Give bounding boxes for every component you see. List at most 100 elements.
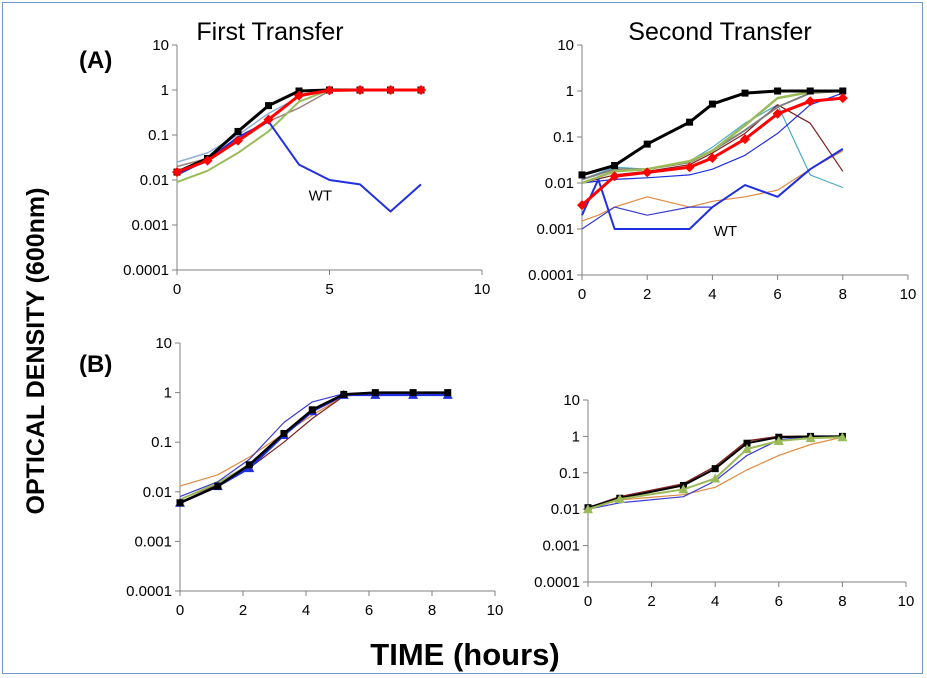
y-tick-label: 0.001: [542, 538, 580, 555]
x-tick-label: 8: [839, 286, 847, 303]
chart-title: Second Transfer: [628, 18, 811, 46]
y-tick-label: 10: [563, 392, 580, 409]
y-tick-label: 10: [152, 37, 169, 54]
x-tick-label: 10: [900, 286, 917, 303]
y-tick-label: 10: [155, 335, 172, 352]
data-point: [614, 494, 625, 504]
data-point: [711, 465, 719, 473]
y-tick-label: 0.0001: [528, 267, 574, 284]
data-point: [233, 135, 243, 146]
data-point: [774, 87, 782, 95]
y-tick-label: 0.001: [131, 217, 169, 234]
series-4: [581, 92, 844, 184]
x-tick-label: 6: [775, 593, 783, 610]
data-point: [176, 499, 184, 507]
series-8: [578, 87, 847, 179]
data-point: [773, 435, 784, 445]
data-point: [743, 439, 751, 447]
series-line: [581, 89, 843, 185]
data-point: [245, 461, 253, 469]
data-point: [805, 433, 816, 443]
x-tick-label: 0: [173, 281, 181, 298]
data-point: [805, 96, 816, 107]
x-tick-label: 8: [428, 602, 436, 619]
series-2: [176, 89, 421, 184]
annotation-label: WT: [309, 188, 332, 205]
data-point: [385, 85, 396, 95]
data-point: [742, 444, 752, 454]
data-point: [308, 406, 316, 414]
x-tick-label: 0: [578, 286, 586, 303]
data-point: [686, 118, 694, 126]
data-point: [214, 482, 222, 490]
x-tick-label: 0: [176, 602, 184, 619]
series-line: [581, 148, 844, 230]
data-point: [265, 102, 272, 110]
data-point: [340, 390, 348, 398]
data-point: [371, 389, 379, 397]
data-point: [837, 432, 848, 442]
chart-B-first: 0.0001 0.001 0.01 0.1 1 10 0 2 4 6 8 10: [126, 335, 503, 619]
data-point: [578, 171, 586, 179]
series-line: [587, 435, 843, 509]
data-point: [806, 87, 814, 95]
y-tick-label: 1: [164, 385, 172, 402]
data-point: [172, 167, 182, 178]
data-point: [837, 93, 848, 104]
x-tick-label: 5: [325, 281, 333, 298]
data-point: [444, 389, 452, 397]
series-line: [587, 436, 843, 510]
annotation-label: WT: [714, 223, 737, 240]
x-tick-label: 10: [487, 602, 504, 619]
y-tick-label: 0.001: [134, 533, 172, 550]
y-tick-label: 0.0001: [123, 262, 169, 279]
data-point: [710, 473, 721, 483]
x-axis-label: TIME (hours): [370, 637, 559, 672]
y-tick-label: 0.01: [140, 172, 169, 189]
panel-label-b: (B): [79, 351, 112, 378]
data-point: [678, 484, 689, 494]
data-point: [355, 85, 365, 95]
data-point: [642, 167, 653, 178]
series-7: [581, 89, 843, 185]
x-tick-label: 10: [898, 593, 915, 610]
x-tick-label: 4: [708, 286, 716, 303]
series-2: [581, 104, 844, 189]
x-tick-label: 2: [643, 286, 651, 303]
data-point: [234, 127, 242, 135]
data-point: [202, 155, 213, 166]
series-9: [577, 93, 848, 211]
y-tick-label: 1: [572, 428, 580, 445]
series-line: [581, 150, 844, 222]
data-point: [708, 100, 716, 108]
chart-A-first: 0.0001 0.001 0.01 0.1 1 10 0 5 10 First Transfer W…: [123, 18, 490, 298]
series-0: [581, 150, 844, 222]
data-point: [583, 504, 593, 514]
data-point: [577, 200, 587, 211]
y-tick-label: 10: [557, 37, 574, 54]
y-axis-label: OPTICAL DENSITY (600nm): [22, 188, 50, 515]
x-tick-label: 8: [838, 593, 846, 610]
data-point: [740, 134, 750, 145]
y-tick-label: 1: [566, 83, 574, 100]
series-4: [583, 432, 848, 514]
panel-label-a: (A): [79, 47, 112, 74]
series-line: [581, 92, 844, 184]
x-tick-label: 0: [584, 593, 592, 610]
series-line: [587, 436, 843, 511]
data-point: [707, 152, 718, 163]
data-point: [839, 87, 847, 95]
data-point: [609, 171, 620, 182]
y-tick-label: 0.1: [148, 127, 169, 144]
x-tick-label: 6: [773, 286, 781, 303]
chart-B-second: 0.0001 0.001 0.01 0.1 1 10 0 2 4 6 8 10: [534, 392, 914, 610]
y-tick-label: 0.01: [545, 175, 574, 192]
y-tick-label: 0.1: [151, 434, 172, 451]
y-tick-label: 0.01: [143, 484, 172, 501]
data-point: [416, 85, 426, 95]
series-5: [176, 389, 452, 507]
chart-title: First Transfer: [196, 18, 343, 46]
x-tick-label: 4: [711, 593, 719, 610]
